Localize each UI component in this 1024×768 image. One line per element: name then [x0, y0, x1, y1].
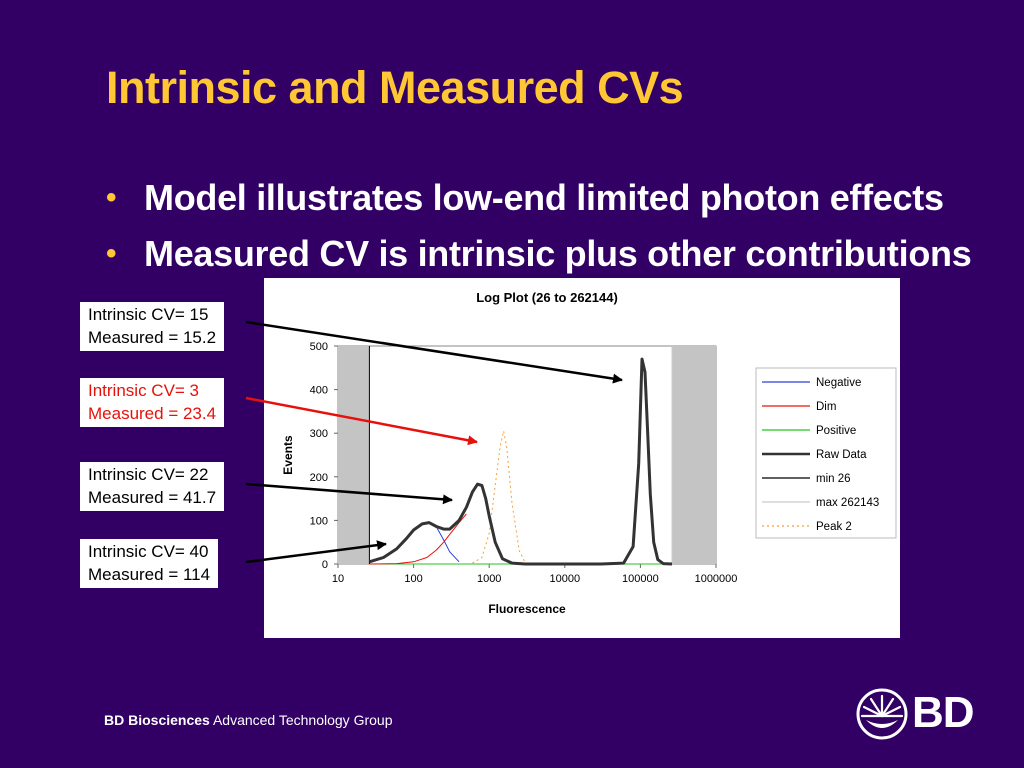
y-tick-label: 500: [310, 341, 328, 353]
callout-line: Measured = 41.7: [88, 488, 217, 507]
bullet-item: • Measured CV is intrinsic plus other con…: [106, 226, 972, 282]
x-tick-label: 1000000: [695, 573, 738, 585]
series-line-dim: [369, 513, 467, 565]
shaded-region: [338, 346, 370, 564]
legend-label: Peak 2: [816, 521, 852, 533]
chart-title: Log Plot (26 to 262144): [476, 290, 618, 305]
legend-label: Negative: [816, 377, 861, 389]
legend-label: min 26: [816, 473, 851, 485]
shaded-region: [672, 346, 716, 564]
y-tick-label: 300: [310, 428, 328, 440]
x-tick-label: 10000: [550, 573, 581, 585]
callout-cv-22: Intrinsic CV= 22 Measured = 41.7: [80, 462, 225, 511]
callout-cv-40: Intrinsic CV= 40 Measured = 114: [80, 539, 219, 588]
legend-label: Positive: [816, 425, 856, 437]
bullet-text: Measured CV is intrinsic plus other cont…: [144, 233, 972, 274]
footer-group: Advanced Technology Group: [209, 712, 393, 728]
callout-line: Intrinsic CV= 40: [88, 542, 209, 561]
legend-label: max 262143: [816, 497, 879, 509]
y-tick-label: 0: [322, 559, 328, 571]
callout-cv-3: Intrinsic CV= 3 Measured = 23.4: [80, 378, 225, 427]
footer-company: BD Biosciences: [104, 712, 210, 728]
callout-line: Measured = 23.4: [88, 404, 217, 423]
y-axis-label: Events: [281, 435, 295, 475]
plot-area: [337, 345, 717, 565]
callout-line: Intrinsic CV= 22: [88, 465, 209, 484]
series-line-raw-data: [368, 357, 673, 566]
callout-line: Intrinsic CV= 3: [88, 381, 200, 400]
slide-title: Intrinsic and Measured CVs: [106, 62, 684, 113]
y-tick-label: 200: [310, 472, 328, 484]
bd-logo: BD: [854, 684, 994, 744]
legend-label: Dim: [816, 401, 836, 413]
y-tick-label: 100: [310, 515, 328, 527]
callout-line: Measured = 114: [88, 565, 211, 584]
x-tick-label: 1000: [477, 573, 501, 585]
callout-cv-15: Intrinsic CV= 15 Measured = 15.2: [80, 302, 225, 351]
bullet-text: Model illustrates low-end limited photon…: [144, 177, 944, 218]
x-tick-label: 100000: [622, 573, 659, 585]
x-axis-label: Fluorescence: [488, 602, 566, 616]
log-plot-chart: Log Plot (26 to 262144) Fluorescence Event…: [281, 290, 897, 616]
bullet-item: • Model illustrates low-end limited photo…: [106, 170, 971, 226]
legend-label: Raw Data: [816, 449, 867, 461]
bd-sunburst-icon: [856, 688, 908, 740]
logo-text: BD: [912, 688, 975, 737]
callout-line: Measured = 15.2: [88, 328, 217, 347]
bullet-list: • Model illustrates low-end limited photo…: [106, 170, 972, 282]
y-tick-label: 400: [310, 385, 328, 397]
x-tick-label: 100: [404, 573, 422, 585]
footer-text: BD Biosciences Advanced Technology Group: [104, 712, 392, 728]
bullet-dot-icon: •: [106, 181, 117, 214]
callout-line: Intrinsic CV= 15: [88, 305, 209, 324]
x-tick-label: 10: [332, 573, 344, 585]
bullet-dot-icon: •: [106, 237, 117, 270]
chart-panel: Log Plot (26 to 262144) Fluorescence Event…: [264, 278, 900, 638]
legend-box: [755, 367, 897, 539]
series-line-peak-2: [472, 430, 526, 564]
